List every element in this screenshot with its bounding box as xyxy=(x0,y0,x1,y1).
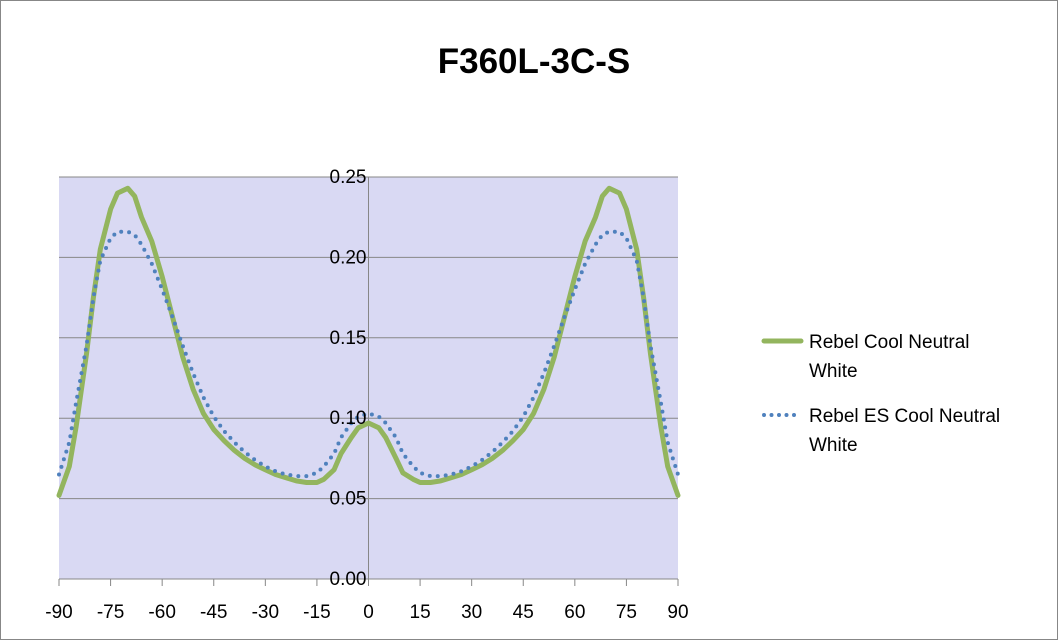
x-tick-label-2: -60 xyxy=(148,602,175,623)
y-tick-label-2: 0.10 xyxy=(330,408,367,429)
x-tick-label-11: 75 xyxy=(616,602,637,623)
series-line-1 xyxy=(57,229,680,479)
y-tick-label-4: 0.20 xyxy=(330,247,367,268)
x-tick-label-0: -90 xyxy=(45,602,72,623)
x-tick-label-9: 45 xyxy=(513,602,534,623)
x-tick-label-4: -30 xyxy=(252,602,279,623)
x-tick-label-7: 15 xyxy=(410,602,431,623)
x-tick-label-12: 90 xyxy=(667,602,688,623)
x-tick-label-6: 0 xyxy=(363,602,374,623)
x-tick-label-5: -15 xyxy=(303,602,330,623)
series-layer xyxy=(56,185,681,498)
x-tick-label-1: -75 xyxy=(97,602,124,623)
axes-layer xyxy=(58,176,679,586)
y-tick-label-1: 0.05 xyxy=(330,489,367,510)
y-tick-label-3: 0.15 xyxy=(330,328,367,349)
y-tick-label-0: 0.00 xyxy=(330,569,367,590)
legend-label-0: Rebel Cool Neutral White xyxy=(809,332,970,382)
chart-title: F360L-3C-S xyxy=(438,42,631,81)
y-tick-label-5: 0.25 xyxy=(330,167,367,188)
x-tick-label-8: 30 xyxy=(461,602,482,623)
x-tick-label-3: -45 xyxy=(200,602,227,623)
tick-layer: -90 -75 -60 -45 -30 -15 0 15 30 45 60 75 90 0.00 0.05 0… xyxy=(45,167,688,623)
series-line-0 xyxy=(56,185,681,498)
legend-label-1: Rebel ES Cool Neutral White xyxy=(809,406,1000,456)
legend: Rebel Cool Neutral White Rebel ES Cool Neu… xyxy=(761,332,1000,456)
x-tick-label-10: 60 xyxy=(564,602,585,623)
